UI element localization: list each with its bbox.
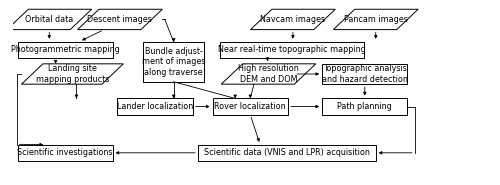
Bar [118,98,193,115]
Polygon shape [22,64,124,84]
Bar [322,64,408,84]
Bar [220,42,364,58]
Text: Descent images: Descent images [88,15,152,24]
Text: Rover localization: Rover localization [214,102,286,111]
Text: Scientific data (VNIS and LPR) acquisition: Scientific data (VNIS and LPR) acquisiti… [204,148,370,157]
Text: Near real-time topographic mapping: Near real-time topographic mapping [218,46,366,54]
Text: Scientific investigations: Scientific investigations [18,148,113,157]
Text: Lander localization: Lander localization [117,102,194,111]
Bar [212,98,288,115]
Bar [18,42,112,58]
Text: Landing site
mapping products: Landing site mapping products [36,64,109,84]
Bar [144,42,204,82]
Bar [18,145,112,161]
Polygon shape [78,9,162,30]
Polygon shape [250,9,336,30]
Text: High resolution
DEM and DOM: High resolution DEM and DOM [238,64,299,84]
Text: Pancam images: Pancam images [344,15,408,24]
Text: Topographic analysis
and hazard detection: Topographic analysis and hazard detectio… [322,64,408,84]
Text: Path planning: Path planning [338,102,392,111]
Polygon shape [334,9,418,30]
Text: Navcam images: Navcam images [260,15,326,24]
Polygon shape [7,9,91,30]
Text: Orbital data: Orbital data [25,15,74,24]
Text: Bundle adjust-
ment of images
along traverse: Bundle adjust- ment of images along trav… [142,47,206,77]
Bar [322,98,408,115]
Polygon shape [222,64,316,84]
Bar [198,145,376,161]
Text: Photogrammetric mapping: Photogrammetric mapping [10,46,120,54]
